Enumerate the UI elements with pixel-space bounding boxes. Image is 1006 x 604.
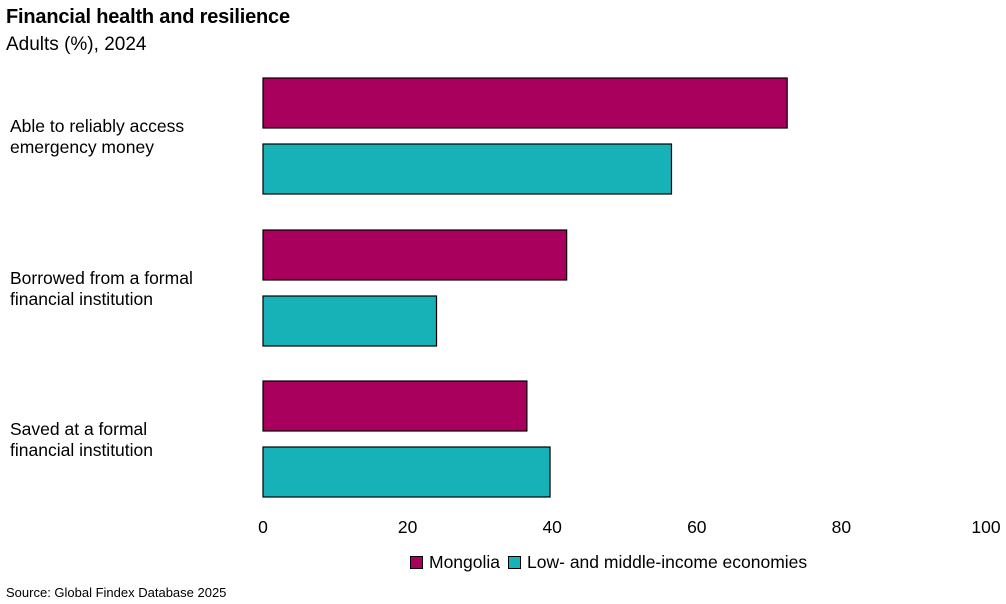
category-label-line: emergency money (10, 137, 154, 157)
bar-3-series-2 (262, 446, 551, 498)
category-label-line: financial institution (10, 289, 153, 309)
category-label-line: Saved at a formal (10, 419, 148, 439)
category-label-3: Saved at a formal financial institution (10, 419, 250, 461)
chart-title: Financial health and resilience (6, 6, 290, 28)
category-label-2: Borrowed from a formal financial institut… (10, 268, 250, 310)
x-tick-label: 60 (687, 517, 707, 537)
legend: Mongolia Low- and middle-income economie… (410, 552, 815, 573)
bar-3-series-1 (262, 380, 528, 432)
bar-1-series-2 (262, 143, 673, 195)
category-label-1: Able to reliably access emergency money (10, 116, 250, 158)
x-tick-label: 0 (258, 517, 268, 537)
x-tick-label: 80 (832, 517, 852, 537)
category-label-line: Able to reliably access (10, 116, 185, 136)
source-note: Source: Global Findex Database 2025 (6, 585, 227, 600)
legend-item-series-2: Low- and middle-income economies (508, 552, 807, 573)
bar-1-series-1 (262, 77, 788, 129)
x-tick-label: 20 (398, 517, 418, 537)
legend-label-series-1: Mongolia (429, 552, 501, 572)
legend-swatch-series-2 (508, 556, 522, 569)
chart-subtitle: Adults (%), 2024 (6, 34, 147, 55)
legend-swatch-series-1 (410, 556, 423, 569)
legend-label-series-2: Low- and middle-income economies (527, 552, 808, 572)
category-label-line: financial institution (10, 440, 153, 460)
bar-2-series-2 (262, 295, 438, 347)
bar-2-series-1 (262, 229, 568, 281)
x-tick-label: 40 (542, 517, 562, 537)
category-label-line: Borrowed from a formal (10, 268, 193, 288)
legend-item-series-1: Mongolia (410, 552, 500, 573)
x-tick-label: 100 (971, 517, 1000, 537)
